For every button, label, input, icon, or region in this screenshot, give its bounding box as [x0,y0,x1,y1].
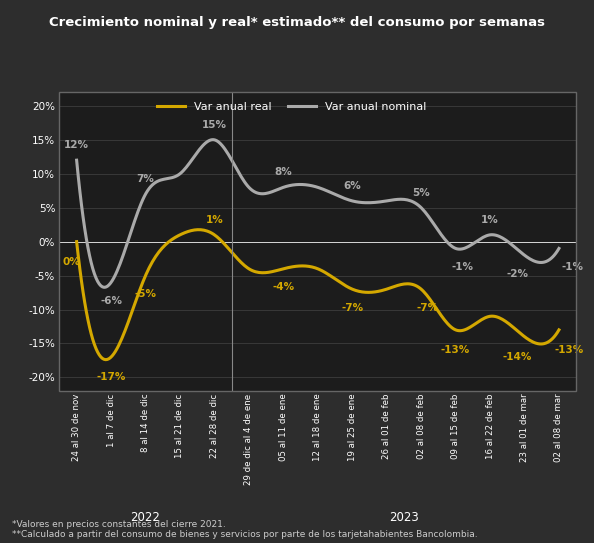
Text: 12%: 12% [64,140,89,150]
Text: 16 al 22 de feb: 16 al 22 de feb [485,394,495,459]
Text: -13%: -13% [441,345,470,355]
Text: 15 al 21 de dic: 15 al 21 de dic [175,394,185,458]
Text: 12 al 18 de ene: 12 al 18 de ene [313,394,323,462]
Text: *Valores en precios constantes del cierre 2021.: *Valores en precios constantes del cierr… [12,520,226,529]
Text: 6%: 6% [343,181,361,191]
Text: 7%: 7% [137,174,154,184]
Text: -2%: -2% [507,269,529,279]
Bar [59,92,576,391]
Text: 19 al 25 de ene: 19 al 25 de ene [347,394,357,462]
Text: 23 al 01 de mar: 23 al 01 de mar [520,394,529,462]
Text: 8%: 8% [274,167,292,177]
Text: 8 al 14 de dic: 8 al 14 de dic [141,394,150,452]
Text: -7%: -7% [417,303,439,313]
Text: -6%: -6% [100,296,122,306]
Text: 22 al 28 de dic: 22 al 28 de dic [210,394,219,458]
Text: 5%: 5% [412,187,430,198]
Text: 0%: 0% [62,256,80,267]
Text: -17%: -17% [96,372,126,382]
Text: 15%: 15% [202,119,227,130]
Text: 2022: 2022 [131,512,160,525]
Text: 1 al 7 de dic: 1 al 7 de dic [106,394,116,447]
Text: -1%: -1% [562,262,584,272]
Text: 02 al 08 de mar: 02 al 08 de mar [554,394,564,462]
Text: -13%: -13% [555,345,584,355]
Text: -5%: -5% [134,289,157,299]
Text: 1%: 1% [206,214,223,225]
Text: -4%: -4% [272,282,295,292]
Text: 09 al 15 de feb: 09 al 15 de feb [451,394,460,459]
Text: 1%: 1% [481,214,499,225]
Text: 05 al 11 de ene: 05 al 11 de ene [279,394,288,462]
Legend: Var anual real, Var anual nominal: Var anual real, Var anual nominal [153,98,431,117]
Text: -1%: -1% [451,262,473,272]
Text: 29 de dic al 4 de ene: 29 de dic al 4 de ene [244,394,254,485]
Text: 26 al 01 de feb: 26 al 01 de feb [382,394,391,459]
Text: **Calculado a partir del consumo de bienes y servicios por parte de los tarjetah: **Calculado a partir del consumo de bien… [12,529,478,539]
Text: 24 al 30 de nov: 24 al 30 de nov [72,394,81,461]
Text: -7%: -7% [341,303,364,313]
Text: 2023: 2023 [389,512,419,525]
Text: 02 al 08 de feb: 02 al 08 de feb [416,394,426,459]
Text: Crecimiento nominal y real* estimado** del consumo por semanas: Crecimiento nominal y real* estimado** d… [49,16,545,29]
Text: -14%: -14% [503,352,532,362]
